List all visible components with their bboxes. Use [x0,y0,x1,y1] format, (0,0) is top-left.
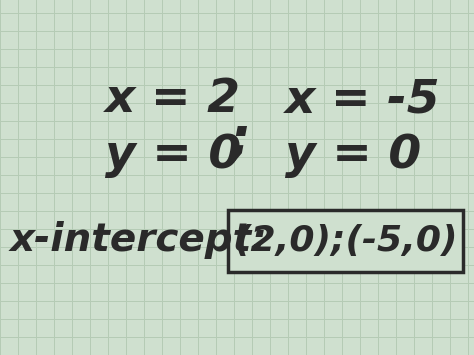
Text: x = -5: x = -5 [285,77,441,122]
Text: ;: ; [229,114,251,166]
Text: x-intercept:: x-intercept: [10,221,268,259]
Text: x = 2: x = 2 [105,77,241,122]
Text: y = 0: y = 0 [285,132,421,178]
Text: y = 0: y = 0 [105,132,241,178]
Text: (2,0);(-5,0): (2,0);(-5,0) [234,224,457,258]
Bar [228,210,463,272]
